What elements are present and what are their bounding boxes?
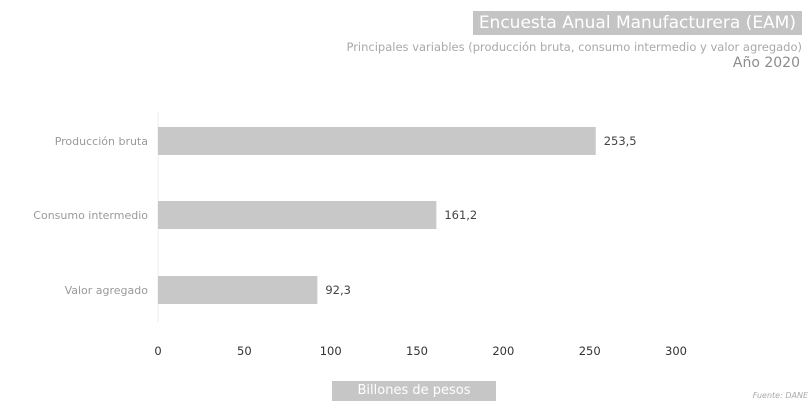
chart-subtitle: Principales variables (producción bruta,… — [346, 40, 802, 54]
x-axis-title: Billones de pesos — [332, 381, 496, 401]
source-note: Fuente: DANE — [752, 391, 808, 400]
x-tick-label: 300 — [665, 344, 687, 358]
category-label: Valor agregado — [65, 284, 149, 297]
data-label: 253,5 — [604, 134, 637, 148]
x-tick-label: 150 — [406, 344, 428, 358]
x-tick-label: 50 — [237, 344, 252, 358]
chart-title: Encuesta Anual Manufacturera (EAM) — [472, 11, 802, 35]
bar-2 — [158, 276, 318, 304]
x-tick-label: 200 — [492, 344, 514, 358]
data-label: 161,2 — [444, 208, 477, 222]
x-tick-label: 100 — [320, 344, 342, 358]
data-label: 92,3 — [325, 283, 351, 297]
bar-0 — [158, 127, 596, 155]
category-label: Producción bruta — [55, 135, 148, 148]
chart-period: Año 2020 — [732, 55, 800, 71]
category-label: Consumo intermedio — [33, 209, 148, 222]
bar-1 — [158, 201, 437, 229]
x-tick-label: 250 — [579, 344, 601, 358]
x-tick-label: 0 — [154, 344, 161, 358]
